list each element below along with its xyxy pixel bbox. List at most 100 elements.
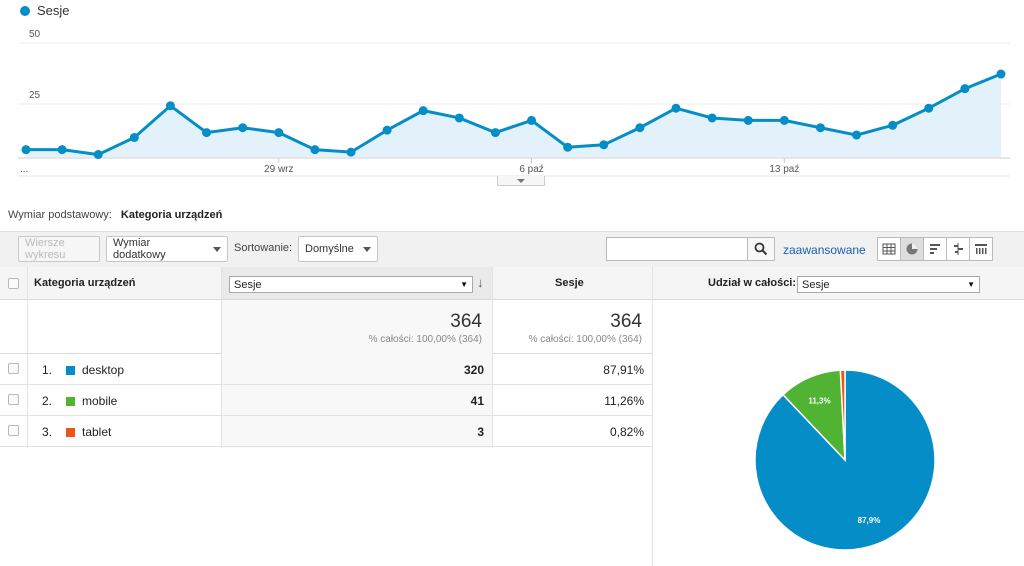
legend-marker	[20, 5, 30, 16]
data-point[interactable]	[202, 128, 212, 138]
data-point[interactable]	[815, 123, 825, 133]
data-point[interactable]	[671, 103, 681, 113]
pie-slice-mobile[interactable]	[781, 369, 846, 462]
row-dimension[interactable]: desktop	[66, 363, 124, 377]
pivot-icon	[975, 244, 987, 254]
view-pivot-button[interactable]	[969, 237, 993, 261]
chevron-down-icon	[362, 246, 371, 252]
data-point[interactable]	[418, 106, 428, 116]
data-point[interactable]	[707, 113, 717, 123]
metric-sessions-header[interactable]: Sesje	[555, 277, 584, 289]
data-point[interactable]	[274, 128, 284, 138]
sort-value: Domyślne	[305, 243, 354, 255]
data-point[interactable]	[779, 115, 789, 125]
select-all-checkbox[interactable]	[8, 278, 19, 289]
primary-dimension-active[interactable]: Kategoria urządzeń	[120, 209, 223, 221]
table-row[interactable]: 3. tablet 3 0,82%	[0, 416, 652, 447]
sort-dropdown[interactable]: Domyślne	[298, 236, 378, 262]
data-point[interactable]	[129, 132, 139, 142]
table-row[interactable]: 1. desktop 320 87,91%	[0, 354, 652, 385]
row-sessions: 320	[463, 363, 484, 377]
data-point[interactable]	[960, 84, 970, 94]
data-point[interactable]	[93, 150, 103, 160]
row-dimension-label: desktop	[82, 363, 125, 377]
pie-icon	[906, 243, 918, 255]
row-dimension[interactable]: tablet	[66, 425, 111, 439]
share-select-value: Sesje	[802, 278, 830, 291]
sort-descending-icon[interactable]: ↓	[477, 275, 484, 290]
row-checkbox[interactable]	[8, 363, 19, 374]
data-point[interactable]	[21, 145, 31, 155]
data-point[interactable]	[888, 120, 898, 130]
data-point[interactable]	[743, 115, 753, 125]
row-percent: 11,26%	[604, 394, 644, 408]
chevron-down-icon	[213, 246, 221, 252]
data-point[interactable]	[57, 145, 67, 155]
row-dimension-label: tablet	[82, 425, 112, 439]
table-row[interactable]: 2. mobile 41 11,26%	[0, 385, 652, 416]
pie-slice-tablet[interactable]	[839, 369, 846, 461]
view-switcher	[877, 237, 993, 261]
row-index: 3.	[42, 425, 53, 439]
data-point[interactable]	[599, 140, 609, 150]
y-tick-label: 25	[29, 90, 41, 101]
metric-header-cell: Sesje ▼ ↓	[221, 267, 492, 300]
data-point[interactable]	[382, 125, 392, 135]
plot-rows-button[interactable]: Wiersze wykresu	[18, 236, 100, 262]
row-percent: 87,91%	[603, 363, 644, 377]
x-tick-label: 13 paź	[769, 164, 799, 175]
row-dimension[interactable]: mobile	[66, 394, 117, 408]
search-button[interactable]	[747, 237, 775, 261]
total-sub-2: % całości: 100,00% (364)	[528, 334, 642, 345]
view-performance-button[interactable]	[923, 237, 947, 261]
table-toolbar: Wiersze wykresu Wymiar dodatkowy Sortowa…	[0, 231, 1024, 267]
data-point[interactable]	[527, 115, 537, 125]
chart-legend: Sesje	[20, 3, 70, 18]
secondary-dimension-label: Wymiar dodatkowy	[113, 237, 166, 261]
data-point[interactable]	[490, 128, 500, 138]
data-point[interactable]	[563, 142, 573, 152]
sort-label: Sortowanie:	[234, 242, 293, 254]
metric-select[interactable]: Sesje ▼	[229, 276, 473, 293]
x-tick-label: ...	[20, 164, 28, 175]
row-sessions: 3	[477, 425, 484, 439]
data-point[interactable]	[165, 101, 175, 111]
total-value-1: 364	[450, 311, 482, 332]
view-pie-button[interactable]	[900, 237, 924, 261]
comparison-icon	[954, 243, 963, 255]
primary-dimension-label: Wymiar podstawowy:	[8, 209, 112, 221]
data-point[interactable]	[635, 123, 645, 133]
search-input[interactable]	[606, 237, 748, 261]
data-point[interactable]	[238, 123, 248, 133]
primary-dimension: Wymiar podstawowy: Kategoria urządzeń	[8, 209, 222, 221]
row-color-swatch	[66, 366, 75, 376]
row-dimension-label: mobile	[82, 394, 118, 408]
secondary-dimension-dropdown[interactable]: Wymiar dodatkowy	[106, 236, 228, 262]
dimension-header-cell: Kategoria urządzeń	[0, 267, 221, 300]
totals-row: 364 % całości: 100,00% (364) 364 % całoś…	[0, 300, 652, 354]
row-color-swatch	[66, 428, 75, 438]
pie-slice-label: 87,9%	[858, 516, 881, 525]
view-comparison-button[interactable]	[946, 237, 970, 261]
search-icon	[754, 242, 768, 256]
data-point[interactable]	[310, 145, 320, 155]
grid-icon	[882, 243, 896, 255]
advanced-filter-link[interactable]: zaawansowane	[783, 243, 866, 257]
data-point[interactable]	[852, 130, 862, 140]
view-table-button[interactable]	[877, 237, 901, 261]
dimension-header[interactable]: Kategoria urządzeń	[34, 277, 136, 289]
row-checkbox[interactable]	[8, 425, 19, 436]
data-point[interactable]	[346, 147, 356, 157]
data-point[interactable]	[996, 69, 1006, 79]
data-point[interactable]	[924, 103, 934, 113]
row-percent: 0,82%	[609, 425, 644, 439]
share-header-cell: Udział w całości: Sesje ▼	[652, 267, 1024, 300]
chevron-down-icon: ▼	[967, 280, 975, 289]
row-checkbox[interactable]	[8, 394, 19, 405]
metric-select-value: Sesje	[234, 278, 262, 291]
data-point[interactable]	[454, 113, 464, 123]
row-index: 2.	[42, 394, 53, 408]
share-label: Udział w całości:	[708, 277, 797, 289]
share-select[interactable]: Sesje ▼	[797, 276, 980, 293]
chart-collapse-toggle[interactable]	[497, 176, 545, 186]
